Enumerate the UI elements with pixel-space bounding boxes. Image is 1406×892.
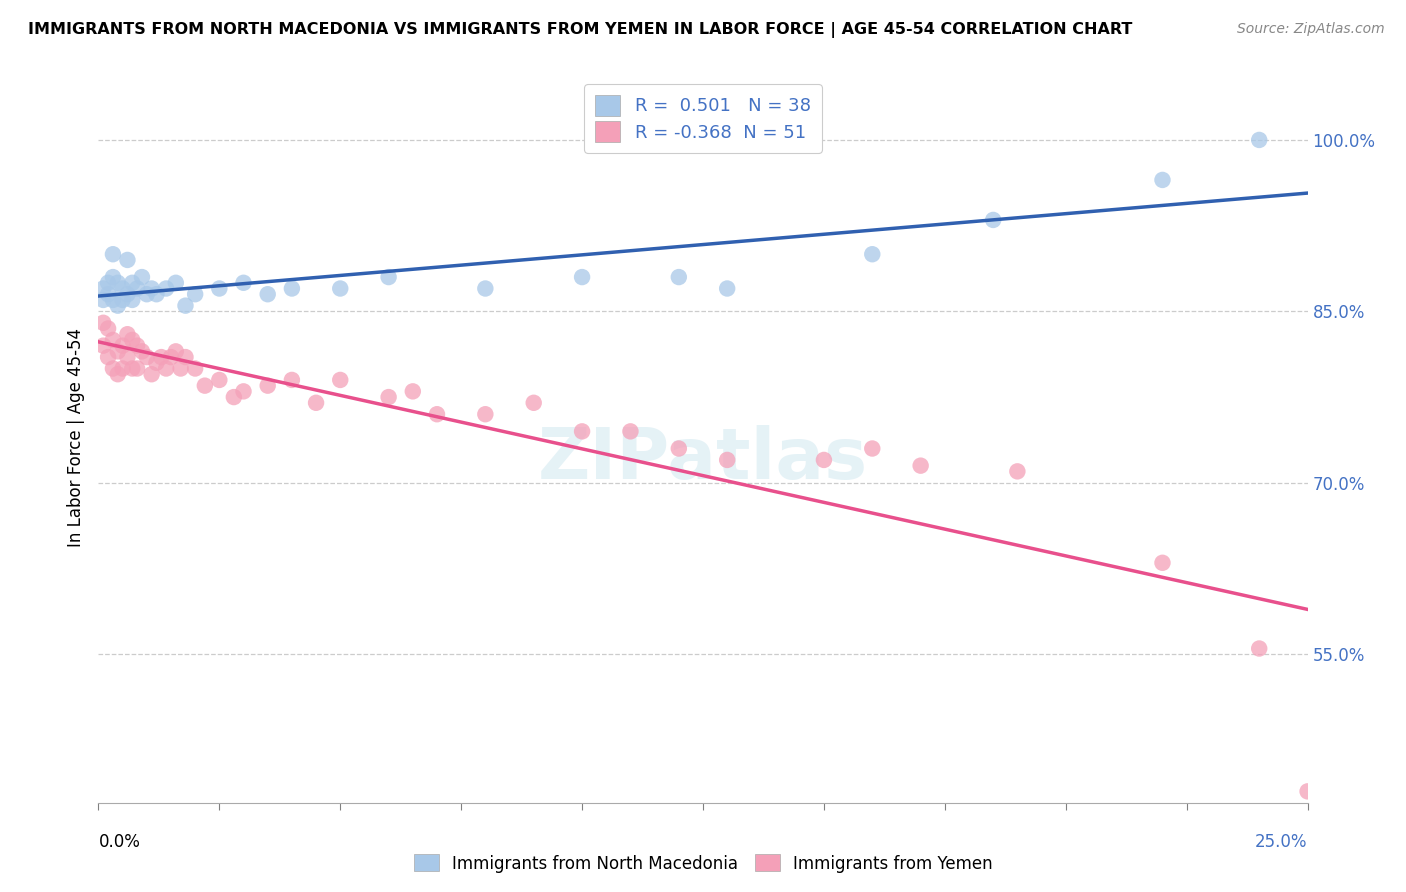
Point [117, 287, 139, 301]
Point [107, 344, 129, 359]
Point [107, 276, 129, 290]
Point [127, 281, 149, 295]
Point [571, 270, 593, 285]
Point [121, 361, 143, 376]
Point [101, 293, 124, 307]
Point [165, 276, 187, 290]
Point [169, 361, 191, 376]
Point [860, 247, 883, 261]
Point [619, 425, 641, 439]
Point [101, 247, 124, 261]
Point [127, 339, 149, 353]
Legend: R =  0.501   N = 38, R = -0.368  N = 51: R = 0.501 N = 38, R = -0.368 N = 51 [585, 84, 821, 153]
Point [232, 384, 254, 399]
Point [101, 333, 124, 347]
Text: 0.0%: 0.0% [98, 833, 141, 851]
Point [111, 361, 134, 376]
Point [121, 276, 143, 290]
Point [305, 396, 328, 410]
Point [571, 425, 593, 439]
Point [1249, 133, 1271, 147]
Legend: Immigrants from North Macedonia, Immigrants from Yemen: Immigrants from North Macedonia, Immigra… [406, 847, 1000, 880]
Point [111, 339, 134, 353]
Point [111, 293, 134, 307]
Point [111, 281, 134, 295]
Text: Source: ZipAtlas.com: Source: ZipAtlas.com [1237, 22, 1385, 37]
Point [329, 281, 352, 295]
Point [155, 281, 177, 295]
Point [377, 390, 399, 404]
Point [131, 270, 153, 285]
Point [523, 396, 546, 410]
Point [256, 378, 278, 392]
Point [174, 299, 197, 313]
Point [121, 293, 143, 307]
Point [402, 384, 425, 399]
Point [474, 407, 496, 421]
Point [281, 373, 304, 387]
Point [117, 350, 139, 364]
Point [668, 270, 690, 285]
Text: IMMIGRANTS FROM NORTH MACEDONIA VS IMMIGRANTS FROM YEMEN IN LABOR FORCE | AGE 45: IMMIGRANTS FROM NORTH MACEDONIA VS IMMIG… [28, 22, 1132, 38]
Point [165, 344, 187, 359]
Point [981, 213, 1004, 227]
Point [232, 276, 254, 290]
Point [208, 373, 231, 387]
Point [194, 378, 217, 392]
Point [329, 373, 352, 387]
Point [121, 333, 143, 347]
Point [91, 281, 114, 295]
Point [141, 281, 163, 295]
Point [910, 458, 932, 473]
Point [716, 453, 738, 467]
Point [208, 281, 231, 295]
Point [1007, 464, 1029, 478]
Point [1152, 556, 1174, 570]
Point [97, 350, 120, 364]
Point [716, 281, 738, 295]
Point [1152, 173, 1174, 187]
Point [145, 287, 167, 301]
Point [97, 276, 120, 290]
Point [222, 390, 245, 404]
Point [91, 316, 114, 330]
Point [256, 287, 278, 301]
Point [377, 270, 399, 285]
Point [131, 344, 153, 359]
Point [150, 350, 173, 364]
Point [91, 339, 114, 353]
Point [135, 287, 157, 301]
Point [1249, 641, 1271, 656]
Point [155, 361, 177, 376]
Point [474, 281, 496, 295]
Point [281, 281, 304, 295]
Point [184, 287, 207, 301]
Point [860, 442, 883, 456]
Point [135, 350, 157, 364]
Point [97, 287, 120, 301]
Point [97, 321, 120, 335]
Point [1296, 784, 1319, 798]
Text: 25.0%: 25.0% [1256, 833, 1308, 851]
Point [101, 270, 124, 285]
Point [117, 327, 139, 342]
Point [145, 356, 167, 370]
Text: ZIPatlas: ZIPatlas [538, 425, 868, 493]
Point [91, 293, 114, 307]
Point [107, 299, 129, 313]
Point [426, 407, 449, 421]
Y-axis label: In Labor Force | Age 45-54: In Labor Force | Age 45-54 [66, 327, 84, 547]
Point [160, 350, 183, 364]
Point [107, 368, 129, 382]
Point [117, 252, 139, 267]
Point [101, 361, 124, 376]
Point [813, 453, 835, 467]
Point [174, 350, 197, 364]
Point [668, 442, 690, 456]
Point [184, 361, 207, 376]
Point [127, 361, 149, 376]
Point [141, 368, 163, 382]
